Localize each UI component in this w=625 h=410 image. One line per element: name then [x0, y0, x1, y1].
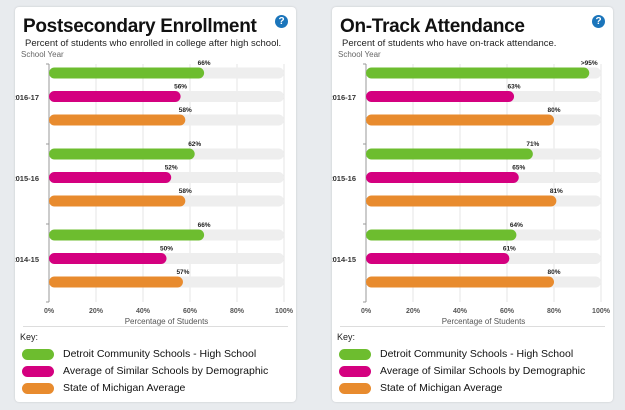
key-divider — [23, 326, 288, 327]
x-tick-label: 40% — [136, 308, 151, 315]
legend-item: State of Michigan Average — [339, 381, 502, 395]
x-axis-label: Percentage of Students — [125, 317, 209, 326]
data-label: 66% — [198, 222, 211, 229]
card-postsecondary: Postsecondary Enrollment Percent of stude… — [15, 7, 296, 402]
x-tick-label: 40% — [453, 308, 468, 315]
x-tick-label: 60% — [500, 308, 515, 315]
x-tick-label: 20% — [406, 308, 421, 315]
data-label: 66% — [198, 60, 211, 67]
chart-title: Postsecondary Enrollment — [23, 16, 257, 37]
legend-label: Detroit Community Schools - High School — [63, 348, 257, 360]
x-tick-label: 80% — [230, 308, 245, 315]
x-tick-label: 0% — [44, 308, 55, 315]
legend-item: State of Michigan Average — [22, 381, 185, 395]
bar-2015-16-series-1[interactable] — [49, 172, 172, 183]
year-label: 2014-15 — [15, 255, 39, 264]
bar-2016-17-series-0[interactable] — [366, 67, 590, 79]
legend-item: Detroit Community Schools - High School — [339, 347, 573, 361]
legend-swatch — [22, 382, 54, 394]
legend-swatch — [22, 348, 54, 360]
year-label: 2015-16 — [15, 174, 39, 183]
legend-label: Detroit Community Schools - High School — [380, 348, 574, 360]
data-label: 64% — [510, 222, 523, 229]
legend-item: Average of Similar Schools by Demographi… — [339, 364, 585, 378]
x-tick-label: 80% — [547, 308, 562, 315]
legend-item: Detroit Community Schools - High School — [22, 347, 256, 361]
year-label: 2016-17 — [332, 93, 356, 102]
bar-2016-17-series-1[interactable] — [366, 91, 515, 102]
legend-label: Average of Similar Schools by Demographi… — [63, 365, 269, 377]
help-icon[interactable]: ? — [275, 15, 288, 28]
data-label: 58% — [179, 188, 192, 195]
data-label: 80% — [547, 107, 560, 114]
y-axis-label: School Year — [338, 50, 381, 59]
year-label: 2014-15 — [332, 255, 356, 264]
x-tick-label: 60% — [183, 308, 198, 315]
legend-label: Average of Similar Schools by Demographi… — [380, 365, 586, 377]
x-tick-label: 100% — [592, 308, 611, 315]
data-label: 62% — [188, 141, 201, 148]
bar-2016-17-series-2[interactable] — [49, 114, 186, 126]
key-divider — [340, 326, 605, 327]
legend-label: State of Michigan Average — [380, 382, 503, 394]
card-attendance: On-Track Attendance Percent of students w… — [332, 7, 613, 402]
help-icon[interactable]: ? — [592, 15, 605, 28]
data-label: 61% — [503, 246, 516, 253]
data-label: 65% — [512, 165, 525, 172]
bar-2015-16-series-2[interactable] — [366, 195, 557, 207]
data-label: 80% — [547, 269, 560, 276]
data-label: 63% — [508, 84, 521, 91]
legend-swatch — [339, 382, 371, 394]
data-label: 71% — [526, 141, 539, 148]
legend-swatch — [22, 365, 54, 377]
chart-plot: School Year 0% 20% 40% 60% 80% 100% Percentage … — [332, 50, 611, 326]
key-label: Key: — [20, 332, 39, 342]
bar-2015-16-series-0[interactable] — [49, 148, 195, 160]
y-axis-label: School Year — [21, 50, 64, 59]
bar-2016-17-series-1[interactable] — [49, 91, 181, 102]
data-label: 81% — [550, 188, 563, 195]
x-axis-label: Percentage of Students — [442, 317, 526, 326]
bar-2014-15-series-0[interactable] — [49, 229, 205, 241]
bar-2014-15-series-2[interactable] — [49, 276, 183, 288]
bar-2015-16-series-1[interactable] — [366, 172, 519, 183]
chart-subtitle: Percent of students who enrolled in coll… — [25, 38, 282, 49]
x-tick-label: 20% — [89, 308, 104, 315]
bar-2014-15-series-0[interactable] — [366, 229, 517, 241]
legend-swatch — [339, 365, 371, 377]
year-label: 2015-16 — [332, 174, 356, 183]
data-label: 56% — [174, 84, 187, 91]
key-label: Key: — [337, 332, 356, 342]
x-tick-label: 100% — [275, 308, 294, 315]
legend-label: State of Michigan Average — [63, 382, 186, 394]
data-label: >95% — [581, 60, 598, 67]
bar-2014-15-series-2[interactable] — [366, 276, 554, 288]
year-label: 2016-17 — [15, 93, 39, 102]
legend-swatch — [339, 348, 371, 360]
legend-item: Average of Similar Schools by Demographi… — [22, 364, 268, 378]
chart-plot: School Year 0% 20% 40% 60% 80% 100% Percentage … — [15, 50, 294, 326]
data-label: 52% — [165, 165, 178, 172]
chart-subtitle: Percent of students who have on-track at… — [342, 38, 557, 49]
chart-title: On-Track Attendance — [340, 16, 525, 37]
data-label: 57% — [176, 269, 189, 276]
x-tick-label: 0% — [361, 308, 372, 315]
data-label: 50% — [160, 246, 173, 253]
bar-2016-17-series-0[interactable] — [49, 67, 205, 79]
data-label: 58% — [179, 107, 192, 114]
bar-2015-16-series-2[interactable] — [49, 195, 186, 207]
bar-2014-15-series-1[interactable] — [366, 253, 510, 264]
bar-2014-15-series-1[interactable] — [49, 253, 167, 264]
bar-2016-17-series-2[interactable] — [366, 114, 554, 126]
bar-2015-16-series-0[interactable] — [366, 148, 533, 160]
